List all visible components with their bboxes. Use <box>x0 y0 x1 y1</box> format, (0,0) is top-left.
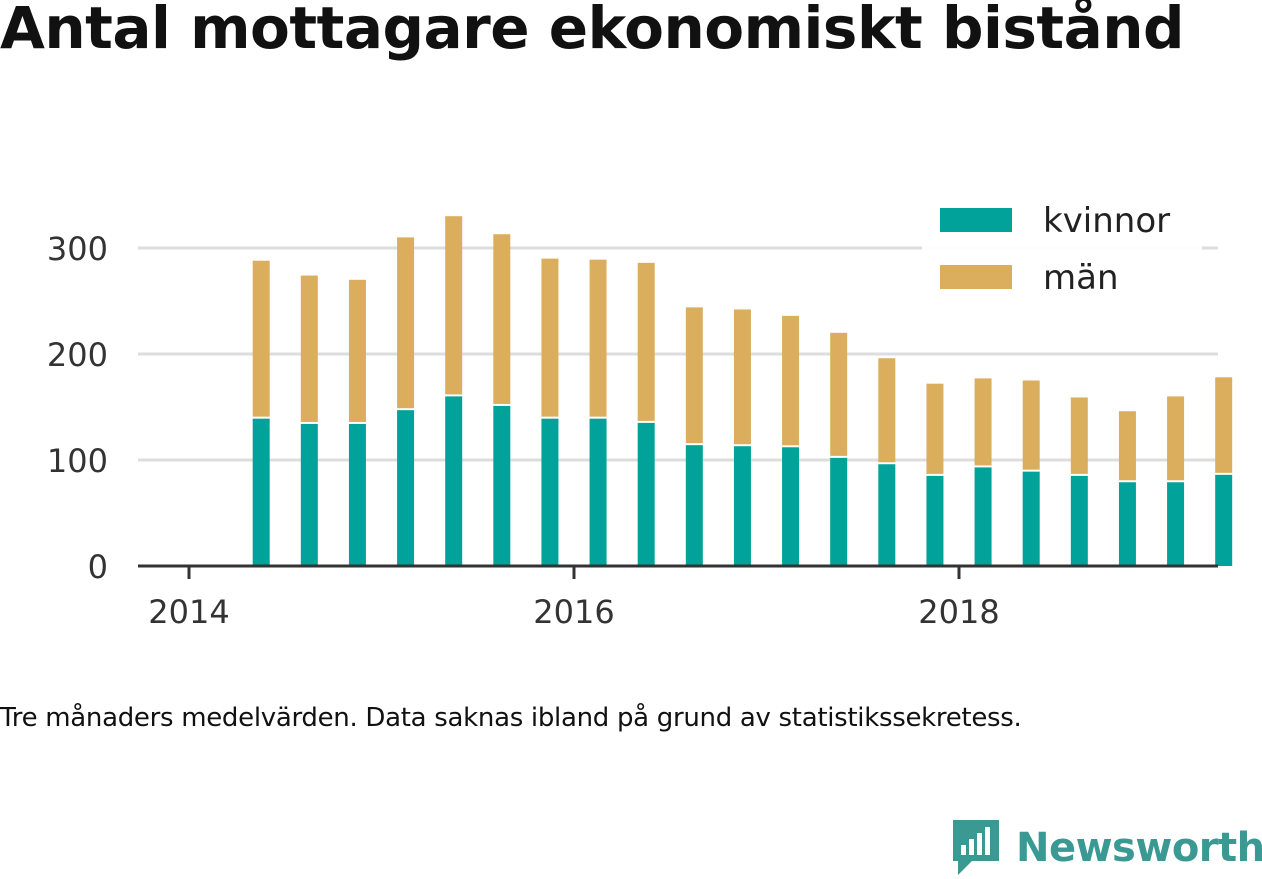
bar-man <box>926 383 944 474</box>
chart-caption: Tre månaders medelvärden. Data saknas ib… <box>0 703 1022 733</box>
legend-label: män <box>1043 258 1119 298</box>
newsworthy-logo-icon <box>953 820 999 875</box>
bar-kvinnor <box>685 445 703 566</box>
bar-kvinnor <box>445 396 463 566</box>
bar-kvinnor <box>974 467 992 566</box>
bar-man <box>541 258 559 417</box>
bar-man <box>589 259 607 417</box>
bar-man <box>878 358 896 463</box>
bar-man <box>348 279 366 422</box>
y-tick-label: 300 <box>47 230 108 268</box>
bar-man <box>1167 396 1185 481</box>
bar-kvinnor <box>926 475 944 566</box>
bar-kvinnor <box>1022 471 1040 566</box>
bar-man <box>685 307 703 444</box>
bar-man <box>974 378 992 466</box>
bar-man <box>637 262 655 421</box>
bars <box>252 216 1233 566</box>
bar-man <box>782 315 800 446</box>
bar-man <box>1215 377 1233 473</box>
bar-man <box>830 332 848 456</box>
bar-man <box>493 234 511 404</box>
x-axis: 201420162018202020222024 <box>138 564 1218 631</box>
bar-kvinnor <box>541 418 559 566</box>
bar-man <box>1118 411 1136 481</box>
bar-man <box>1070 397 1088 474</box>
bar-man <box>397 237 415 409</box>
bar-kvinnor <box>493 405 511 566</box>
y-axis-ticks: 0 100 200 300 <box>47 230 108 586</box>
bar-kvinnor <box>348 423 366 566</box>
bar-man <box>733 309 751 445</box>
bar-kvinnor <box>878 464 896 566</box>
bar-kvinnor <box>1215 474 1233 566</box>
bar-kvinnor <box>1070 475 1088 566</box>
bar-kvinnor <box>1167 482 1185 566</box>
newsworthy-logo: Newsworthy <box>950 817 1262 879</box>
bar-kvinnor <box>637 422 655 566</box>
legend: kvinnor män <box>922 195 1202 307</box>
bar-man <box>300 275 318 422</box>
bar-kvinnor <box>589 418 607 566</box>
bar-kvinnor <box>397 410 415 566</box>
y-tick-label: 0 <box>88 548 108 586</box>
chart-title: Antal mottagare ekonomiskt bistånd <box>0 0 1185 62</box>
bar-kvinnor <box>252 418 270 566</box>
bar-kvinnor <box>782 447 800 566</box>
legend-swatch-man <box>940 265 1012 289</box>
x-tick-label: 2018 <box>918 593 999 631</box>
legend-label: kvinnor <box>1043 201 1170 241</box>
bar-kvinnor <box>733 446 751 566</box>
legend-swatch-kvinnor <box>940 208 1012 232</box>
x-tick-label: 2016 <box>533 593 614 631</box>
y-tick-label: 100 <box>47 442 108 480</box>
brand-name: Newsworthy <box>1016 825 1262 871</box>
x-tick-label: 2014 <box>148 593 229 631</box>
bar-man <box>1022 380 1040 470</box>
bar-kvinnor <box>1118 482 1136 566</box>
bar-kvinnor <box>300 423 318 566</box>
y-tick-label: 200 <box>47 336 108 374</box>
bar-man <box>445 216 463 395</box>
bar-man <box>252 260 270 417</box>
bar-kvinnor <box>830 457 848 566</box>
